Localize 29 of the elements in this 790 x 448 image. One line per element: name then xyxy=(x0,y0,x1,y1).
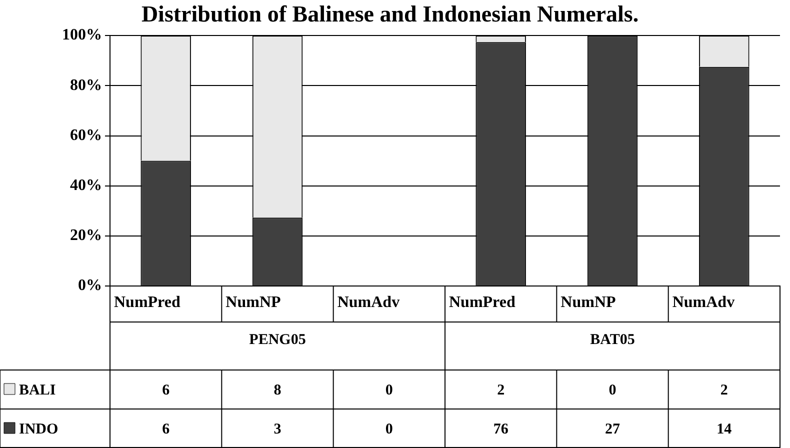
x-tick-label: NumNP xyxy=(226,294,282,312)
text: 27 xyxy=(605,421,620,438)
text: 0 xyxy=(608,382,616,398)
legend-label: INDO xyxy=(19,421,58,438)
text: 14 xyxy=(716,421,732,438)
text: 8 xyxy=(274,382,282,398)
text: 0 xyxy=(385,382,393,398)
x-tick-label: NumNP xyxy=(560,294,616,312)
text: 0 xyxy=(385,421,393,438)
text: BAT05 xyxy=(590,332,635,348)
y-tick-label: 80% xyxy=(70,76,102,94)
text: 2 xyxy=(720,382,728,398)
x-tick-label: NumPred xyxy=(114,294,180,312)
y-tick-label: 40% xyxy=(70,176,102,194)
y-tick-label: 20% xyxy=(70,227,102,244)
y-tick-label: 60% xyxy=(70,126,102,144)
x-tick-label: NumAdv xyxy=(337,294,400,312)
y-tick-label: 100% xyxy=(62,26,102,44)
x-tick-label: NumAdv xyxy=(672,294,735,312)
text: 76 xyxy=(493,421,509,438)
text: 6 xyxy=(162,421,170,438)
text: 2 xyxy=(497,382,505,398)
x-tick-label: NumPred xyxy=(449,294,516,312)
text: 6 xyxy=(162,382,170,398)
y-tick-label: 0% xyxy=(78,277,102,294)
chart-title: Distribution of Balinese and Indonesian Numerals. xyxy=(141,2,639,27)
text: 3 xyxy=(274,421,282,438)
text: PENG05 xyxy=(249,332,306,348)
legend-label: BALI xyxy=(19,382,56,398)
